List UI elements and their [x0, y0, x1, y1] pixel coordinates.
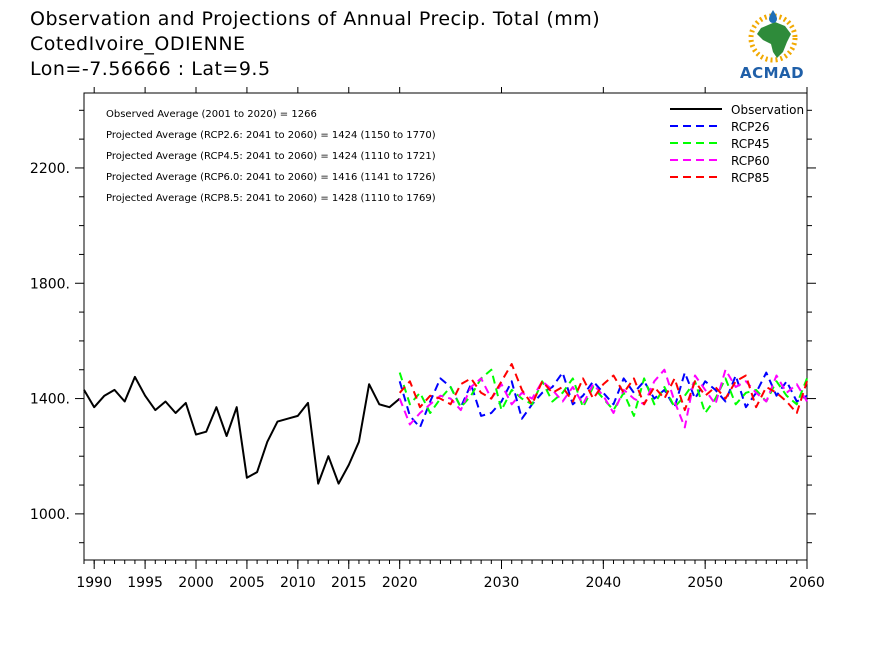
x-tick-label: 2060	[789, 575, 825, 591]
y-tick-label: 1000.	[30, 507, 70, 523]
acmad-logo-text: ACMAD	[740, 64, 805, 82]
legend-label: RCP60	[731, 154, 770, 168]
legend-label: RCP26	[731, 120, 770, 134]
x-tick-label: 2040	[586, 575, 622, 591]
y-tick-label: 1400.	[30, 392, 70, 408]
y-tick-label: 1800.	[30, 276, 70, 292]
annotation-text: Projected Average (RCP8.5: 2041 to 2060)…	[106, 193, 436, 204]
x-tick-label: 2010	[280, 575, 316, 591]
annotations: Observed Average (2001 to 2020) = 1266 Pr…	[106, 109, 436, 204]
coordinates: Lon=-7.56666 : Lat=9.5	[30, 58, 271, 80]
x-tick-label: 1990	[76, 575, 112, 591]
legend-label: Observation	[731, 103, 804, 117]
plot-frame	[83, 92, 808, 561]
x-tick-label: 2020	[382, 575, 418, 591]
annotation-text: Projected Average (RCP4.5: 2041 to 2060)…	[106, 151, 436, 162]
x-tick-label: 1995	[127, 575, 163, 591]
axis-ticks: 1990 1995 2000 2005 2010 2015 2020 2030 2040 2050…	[30, 87, 825, 591]
x-tick-label: 2015	[331, 575, 367, 591]
x-tick-label: 2030	[484, 575, 520, 591]
series-line-rcp60	[398, 368, 808, 429]
annotation-text: Projected Average (RCP6.0: 2041 to 2060)…	[106, 172, 436, 183]
annotation-text: Projected Average (RCP2.6: 2041 to 2060)…	[106, 130, 436, 141]
legend-label: RCP45	[731, 137, 770, 151]
data-series	[83, 363, 808, 485]
legend-label: RCP85	[731, 171, 770, 185]
sun-rays-icon	[748, 13, 798, 63]
y-tick-label: 2200.	[30, 161, 70, 177]
series-line-observation	[83, 375, 401, 485]
annotation-text: Observed Average (2001 to 2020) = 1266	[106, 109, 317, 120]
station-name: CotedIvoire_ODIENNE	[30, 33, 246, 55]
x-tick-label: 2005	[229, 575, 265, 591]
x-tick-label: 2050	[687, 575, 723, 591]
africa-map-icon	[757, 22, 791, 58]
water-drop-icon	[769, 10, 777, 23]
acmad-logo	[748, 10, 798, 63]
x-tick-label: 2000	[178, 575, 214, 591]
legend: Observation RCP26 RCP45 RCP60 RCP85	[670, 103, 804, 185]
chart-title: Observation and Projections of Annual Pr…	[30, 8, 601, 30]
series-line-rcp85	[398, 363, 808, 414]
series-line-rcp45	[398, 368, 808, 417]
plot-axes	[83, 92, 808, 561]
